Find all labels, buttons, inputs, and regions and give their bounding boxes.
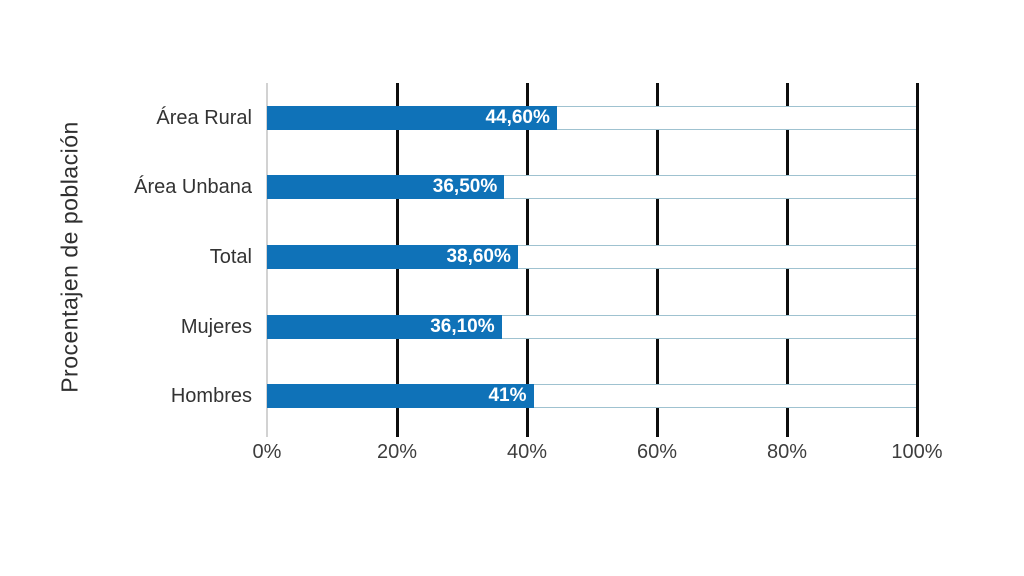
category-label: Área Rural bbox=[156, 106, 252, 129]
gridline-100 bbox=[915, 83, 919, 437]
x-tick-label: 0% bbox=[252, 441, 282, 463]
x-tick-label: 60% bbox=[636, 441, 678, 463]
x-tick-label: 40% bbox=[506, 441, 548, 463]
x-tick-label: 80% bbox=[766, 441, 808, 463]
category-label: Área Unbana bbox=[134, 176, 252, 199]
category-label: Hombres bbox=[170, 385, 252, 408]
x-tick-label: 100% bbox=[891, 441, 943, 463]
bar-value-label: 36,50% bbox=[432, 176, 498, 198]
category-label: Total bbox=[209, 246, 252, 268]
bar-fill-área-rural: 44,60% bbox=[267, 105, 557, 130]
bar-fill-hombres: 41% bbox=[267, 384, 534, 409]
bar-fill-total: 38,60% bbox=[267, 245, 518, 269]
bar-value-label: 41% bbox=[488, 385, 527, 407]
category-label: Mujeres bbox=[180, 315, 252, 338]
bar-fill-área-unbana: 36,50% bbox=[267, 175, 505, 200]
bar-value-label: 36,10% bbox=[430, 315, 495, 337]
bar-value-label: 38,60% bbox=[446, 246, 511, 267]
x-tick-label: 20% bbox=[376, 441, 418, 463]
bar-fill-mujeres: 36,10% bbox=[267, 314, 502, 339]
bar-value-label: 44,60% bbox=[485, 106, 550, 128]
